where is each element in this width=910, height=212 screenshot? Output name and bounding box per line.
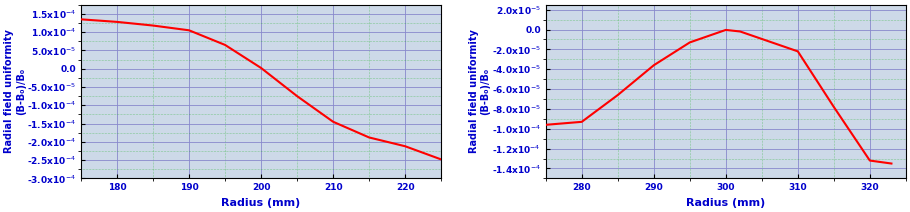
Y-axis label: Radial field uniformity
(B-B₀)/B₀: Radial field uniformity (B-B₀)/B₀ [469,30,490,153]
X-axis label: Radius (mm): Radius (mm) [221,198,300,208]
X-axis label: Radius (mm): Radius (mm) [686,198,765,208]
Y-axis label: Radial field uniformity
(B-B₀)/B₀: Radial field uniformity (B-B₀)/B₀ [5,30,25,153]
